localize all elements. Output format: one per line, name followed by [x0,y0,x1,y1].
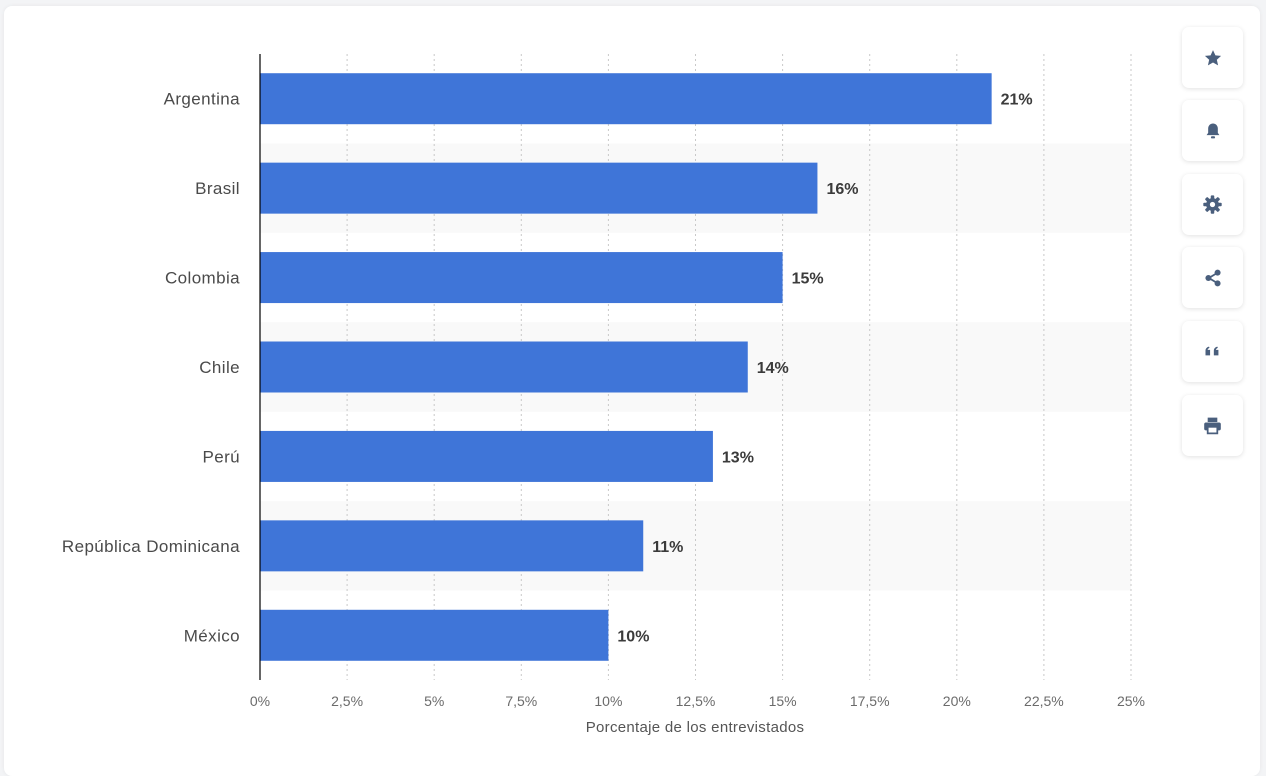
notification-button[interactable] [1182,100,1243,161]
category-label: República Dominicana [62,537,240,556]
bars [260,73,992,661]
print-icon [1204,417,1221,435]
x-tick-label: 10% [594,693,622,709]
quote-icon [1205,346,1218,355]
x-tick-label: 15% [769,693,797,709]
x-tick-label: 22,5% [1024,693,1064,709]
data-label: 14% [757,360,789,377]
x-axis-title: Porcentaje de los entrevistados [586,719,805,736]
data-label: 13% [722,449,754,466]
gear-icon [1203,195,1222,214]
x-tick-label: 5% [424,693,444,709]
x-tick-label: 17,5% [850,693,890,709]
x-tick-label: 0% [250,693,270,709]
value-labels: 21% 16% 15% 14% 13% 11% 10% [617,92,1032,646]
bar[interactable] [260,73,992,125]
x-tick-label: 25% [1117,693,1145,709]
star-icon [1204,49,1221,65]
x-tick-labels: 0% 2,5% 5% 7,5% 10% 12,5% 15% 17,5% 20% 22,5% 25% [250,693,1145,709]
bar[interactable] [260,162,818,214]
x-tick-label: 20% [943,693,971,709]
bar[interactable] [260,520,644,572]
cite-button[interactable] [1182,321,1243,382]
share-icon [1204,269,1221,286]
category-label: Argentina [164,90,241,109]
category-label: Brasil [195,179,240,198]
bar[interactable] [260,341,748,393]
x-tick-label: 12,5% [676,693,716,709]
data-label: 15% [792,271,824,288]
category-label: México [184,626,240,645]
category-label: Colombia [165,269,240,288]
favorite-button[interactable] [1182,27,1243,88]
category-label: Perú [202,447,240,466]
settings-button[interactable] [1182,174,1243,235]
x-tick-label: 2,5% [331,693,363,709]
share-button[interactable] [1182,247,1243,308]
data-label: 21% [1001,92,1033,109]
data-label: 10% [617,628,649,645]
grid-lines [346,54,1132,680]
bell-icon [1206,123,1219,138]
print-button[interactable] [1182,395,1243,456]
x-tick-label: 7,5% [505,693,537,709]
bar[interactable] [260,430,713,482]
data-label: 11% [652,539,683,556]
data-label: 16% [826,181,858,198]
category-labels: Argentina Brasil Colombia Chile Perú Repúblic… [62,90,240,646]
bar[interactable] [260,252,783,304]
category-label: Chile [199,358,240,377]
bar[interactable] [260,609,609,661]
